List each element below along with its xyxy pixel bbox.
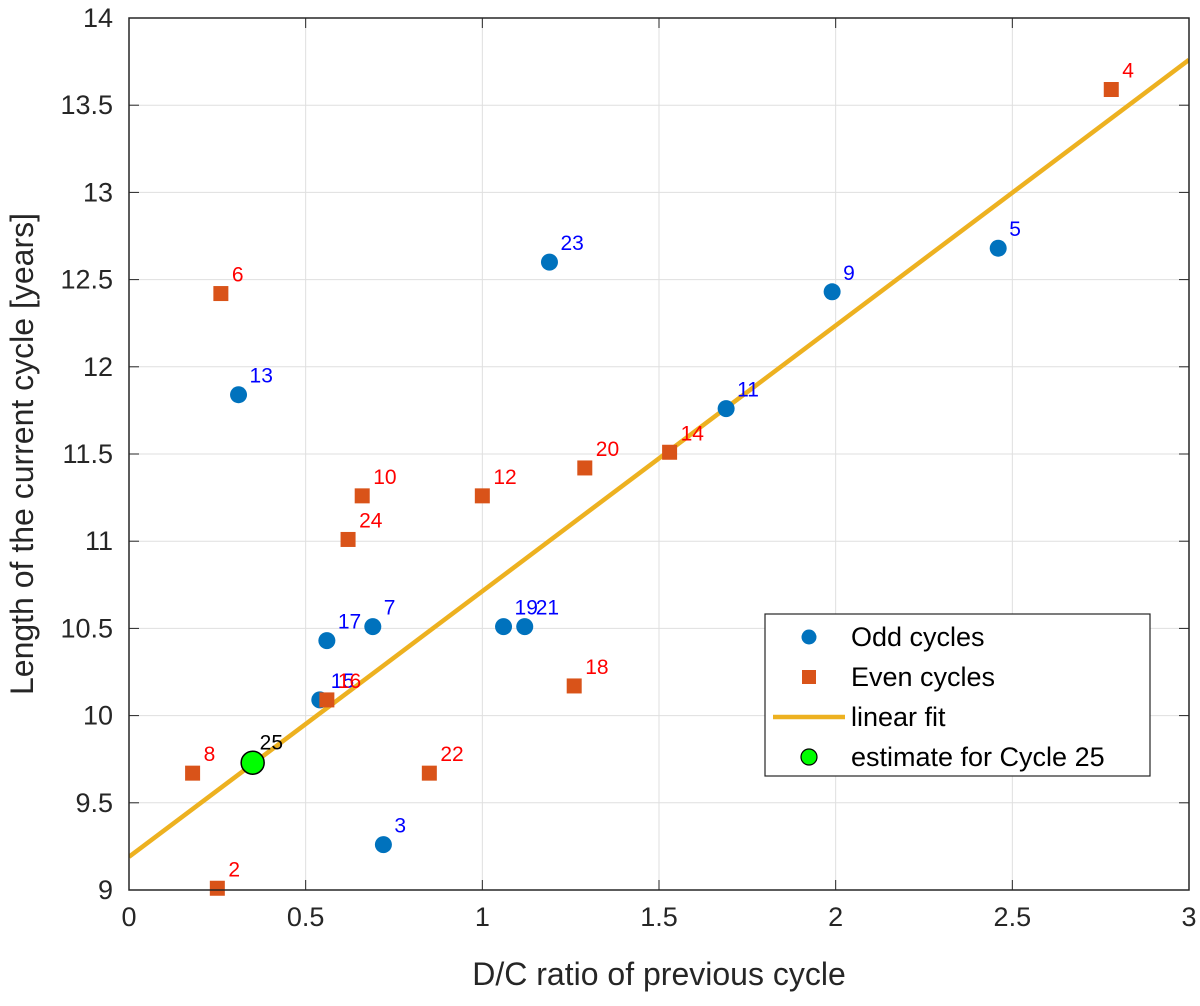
even-cycle-label-20: 20 bbox=[596, 438, 619, 461]
x-axis-label: D/C ratio of previous cycle bbox=[472, 956, 845, 992]
linear-fit-line bbox=[129, 58, 1189, 859]
legend-fit-label: linear fit bbox=[851, 702, 946, 732]
even-cycle-label-4: 4 bbox=[1122, 60, 1134, 83]
odd-cycle-label-23: 23 bbox=[560, 232, 583, 255]
even-cycle-label-6: 6 bbox=[232, 264, 244, 287]
y-tick-label: 11 bbox=[85, 526, 113, 556]
even-cycle-point-22 bbox=[421, 765, 437, 781]
x-tick-label: 2.5 bbox=[994, 902, 1032, 932]
x-tick-label: 2 bbox=[828, 902, 843, 932]
even-cycle-label-22: 22 bbox=[440, 743, 463, 766]
odd-cycle-label-9: 9 bbox=[843, 262, 855, 285]
even-cycle-point-6 bbox=[213, 286, 229, 302]
even-cycle-label-12: 12 bbox=[493, 466, 516, 489]
odd-cycle-point-3 bbox=[374, 836, 392, 854]
even-cycle-point-14 bbox=[662, 444, 678, 460]
legend-box bbox=[764, 613, 1151, 777]
even-cycle-label-2: 2 bbox=[228, 858, 240, 881]
odd-cycle-label-7: 7 bbox=[384, 597, 396, 620]
legend-estimate-marker bbox=[800, 748, 818, 766]
odd-cycle-label-3: 3 bbox=[394, 815, 406, 838]
even-cycle-point-10 bbox=[354, 488, 370, 504]
odd-cycle-point-13 bbox=[230, 386, 248, 404]
even-cycle-point-18 bbox=[566, 678, 582, 694]
odd-cycle-label-19: 19 bbox=[515, 597, 538, 620]
grid-lines bbox=[129, 18, 1189, 890]
estimate-cycle-point-25 bbox=[240, 750, 265, 775]
y-tick-label: 12.5 bbox=[60, 265, 113, 295]
even-cycle-point-16 bbox=[319, 692, 335, 708]
even-cycle-point-2 bbox=[209, 880, 225, 896]
even-cycle-point-20 bbox=[577, 460, 593, 476]
odd-cycle-point-19 bbox=[495, 618, 513, 636]
x-tick-label: 0 bbox=[121, 902, 136, 932]
y-tick-label: 10 bbox=[83, 701, 113, 731]
legend-estimate-label: estimate for Cycle 25 bbox=[851, 742, 1105, 772]
even-cycle-label-18: 18 bbox=[585, 656, 608, 679]
y-tick-label: 13 bbox=[83, 177, 113, 207]
even-cycle-label-16: 16 bbox=[338, 670, 361, 693]
odd-cycle-point-5 bbox=[989, 239, 1007, 257]
y-tick-label: 9 bbox=[98, 875, 113, 905]
y-tick-label: 12 bbox=[83, 352, 113, 382]
odd-cycle-label-15: 15 bbox=[331, 670, 354, 693]
odd-cycle-point-11 bbox=[717, 400, 735, 418]
odd-cycle-point-17 bbox=[318, 632, 336, 650]
odd-cycle-label-13: 13 bbox=[250, 365, 273, 388]
legend: Odd cycles Even cycles linear fit estimate … bbox=[764, 613, 1151, 777]
x-tick-label: 1.5 bbox=[640, 902, 678, 932]
y-tick-label: 11.5 bbox=[62, 439, 113, 469]
plot-frame bbox=[128, 17, 1190, 891]
estimate-cycle-label-25: 25 bbox=[260, 732, 283, 755]
axes: 0 0.5 1 1.5 2 2.5 399.51010.51111.51212.51313.… bbox=[60, 3, 1196, 932]
y-tick-label: 10.5 bbox=[60, 613, 113, 643]
legend-even-marker bbox=[802, 670, 816, 684]
odd-cycle-label-17: 17 bbox=[338, 611, 361, 634]
even-cycle-label-24: 24 bbox=[359, 509, 383, 532]
odd-cycle-point-7 bbox=[364, 618, 382, 636]
even-cycle-label-8: 8 bbox=[204, 743, 216, 766]
legend-odd-marker bbox=[801, 629, 817, 645]
odd-cycle-point-21 bbox=[516, 618, 534, 636]
odd-cycle-label-5: 5 bbox=[1009, 218, 1021, 241]
y-tick-label: 14 bbox=[83, 3, 113, 33]
y-tick-label: 13.5 bbox=[60, 90, 113, 120]
legend-odd-label: Odd cycles bbox=[851, 622, 985, 652]
odd-cycle-label-21: 21 bbox=[536, 597, 559, 620]
x-tick-label: 0.5 bbox=[287, 902, 325, 932]
even-cycle-point-24 bbox=[340, 531, 356, 547]
odd-cycle-label-11: 11 bbox=[737, 379, 759, 402]
even-cycle-point-4 bbox=[1103, 82, 1119, 98]
x-tick-label: 3 bbox=[1181, 902, 1196, 932]
y-axis-label: Length of the current cycle [years] bbox=[4, 213, 40, 695]
x-tick-label: 1 bbox=[475, 902, 490, 932]
odd-cycle-point-23 bbox=[540, 253, 558, 271]
even-cycle-point-8 bbox=[185, 765, 201, 781]
odd-cycle-point-9 bbox=[823, 283, 841, 301]
legend-even-label: Even cycles bbox=[851, 662, 995, 692]
even-cycle-label-14: 14 bbox=[681, 422, 705, 445]
even-cycle-label-10: 10 bbox=[373, 466, 396, 489]
even-cycle-point-12 bbox=[474, 488, 490, 504]
y-tick-label: 9.5 bbox=[75, 788, 113, 818]
